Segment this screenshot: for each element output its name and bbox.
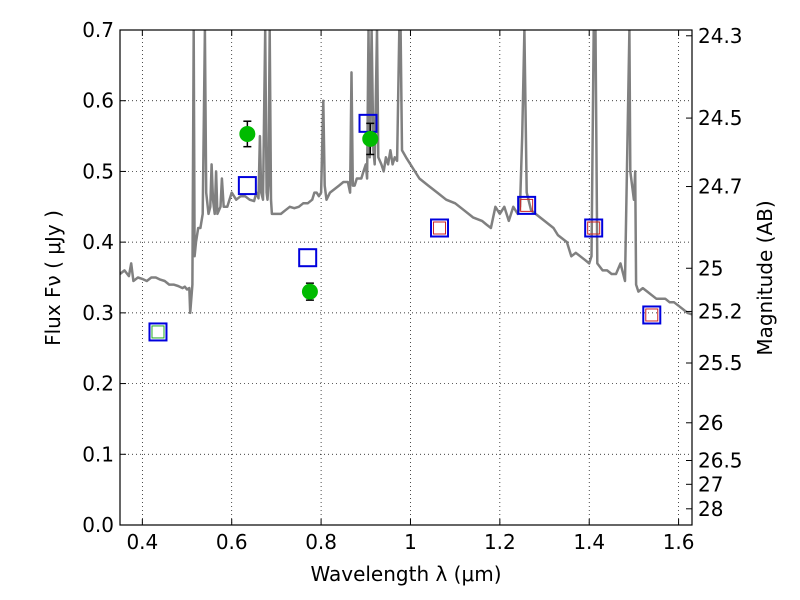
data-points-layer	[148, 113, 662, 342]
y-tick-label: 0.6	[82, 89, 114, 113]
observed-point	[301, 283, 318, 300]
y-axis-left-label: Flux Fν ( μJy )	[41, 210, 65, 346]
spectrum-layer	[120, 30, 692, 316]
y-tick-label: 0.4	[82, 230, 114, 254]
x-tick-label: 1.4	[573, 530, 605, 554]
right-tick-label: 25.5	[698, 351, 743, 375]
right-tick-label: 26	[698, 411, 723, 435]
right-tick-label: 24.3	[698, 24, 743, 48]
plot-frame	[119, 29, 693, 526]
right-tick-label: 25	[698, 256, 723, 280]
x-tick-label: 0.6	[216, 530, 248, 554]
right-tick-label: 24.5	[698, 106, 743, 130]
model-box	[430, 218, 450, 238]
x-tick-label: 0.4	[126, 530, 158, 554]
right-tick-label: 26.5	[698, 449, 743, 473]
observed-point	[239, 125, 256, 142]
x-tick-label: 0.8	[305, 530, 337, 554]
y-tick-label: 0.2	[82, 372, 114, 396]
model-box-inner	[151, 325, 165, 339]
model-box	[237, 176, 257, 196]
x-axis-label: Wavelength λ (μm)	[310, 562, 501, 586]
model-box-inner	[520, 198, 534, 212]
model-box	[584, 218, 604, 238]
right-tick-label: 25.2	[698, 299, 743, 323]
model-box	[517, 195, 537, 215]
observed-point	[362, 130, 379, 147]
y-tick-label: 0.7	[82, 18, 114, 42]
right-tick-label: 28	[698, 497, 723, 521]
tick-labels: 0.4 0.6 0.8 1 1.2 1.4 1.6 0.0 0.1 0.2 0.3 0.4 0.5 0.6…	[82, 18, 742, 554]
x-tick-label: 1.2	[484, 530, 516, 554]
spectrum-line	[120, 30, 692, 316]
model-box-inner	[645, 308, 659, 322]
y-axis-right-label: Magnitude (AB)	[753, 200, 777, 355]
y-tick-label: 0.5	[82, 159, 114, 183]
right-tick-label: 24.7	[698, 175, 743, 199]
model-box-inner	[433, 221, 447, 235]
x-tick-label: 1	[404, 530, 417, 554]
y-tick-label: 0.0	[82, 513, 114, 537]
axis-ticks	[120, 29, 692, 526]
model-box	[148, 322, 168, 342]
model-box	[298, 248, 318, 268]
model-box	[642, 305, 662, 325]
model-box-inner	[587, 221, 601, 235]
y-tick-label: 0.3	[82, 301, 114, 325]
x-tick-label: 1.6	[663, 530, 695, 554]
y-tick-label: 0.1	[82, 442, 114, 466]
right-tick-label: 27	[698, 472, 723, 496]
